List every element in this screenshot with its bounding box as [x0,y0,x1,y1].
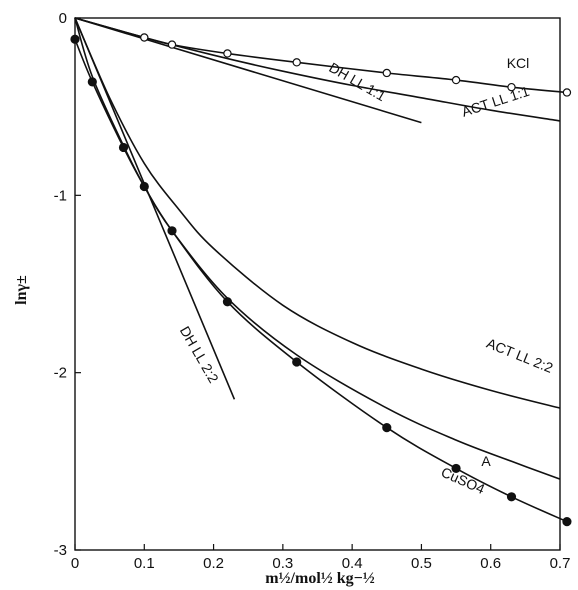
marker-cuso4-2 [118,142,129,153]
marker-kcl-6 [507,82,516,92]
curve-dh-ll-1-1 [74,17,422,124]
curve-act-ll-2-2 [74,17,561,409]
marker-cuso4-8 [451,463,461,474]
marker-kcl-0 [140,33,149,42]
label-act-ll-22: ACT LL 2:2 [484,335,555,376]
marker-cuso4-3 [139,181,149,192]
marker-cuso4-10 [562,517,572,527]
label-a: A [481,453,491,469]
label-act-ll-11: ACT LL 1:1 [460,83,532,120]
x-tick-label-5: 0.5 [411,555,432,572]
axis-ticks [74,17,561,551]
marker-cuso4-6 [292,357,302,367]
curve-cuso4 [74,38,568,523]
marker-cuso4-1 [87,77,97,87]
curve-dh-ll-2-2 [74,17,236,400]
x-tick-label-3: 0.3 [272,555,293,572]
marker-kcl-1 [167,40,177,49]
marker-kcl-2 [223,49,232,58]
label-kcl: KCl [507,55,530,71]
plot-border [74,17,561,551]
x-axis-title: m½/mol½ kg−½ [265,570,375,587]
marker-kcl-7 [562,88,572,97]
y-tick-label-2: -2 [54,365,67,382]
x-tick-label-0: 0 [71,555,79,572]
data-markers [70,33,572,527]
marker-cuso4-5 [222,297,233,307]
x-tick-label-4: 0.4 [342,555,363,572]
curve-kcl [74,17,567,94]
y-tick-label-0: 0 [59,10,67,27]
marker-kcl-5 [451,75,461,85]
y-axis-title: lnγ± [13,275,30,305]
marker-cuso4-9 [506,492,517,502]
marker-kcl-4 [382,68,391,78]
plot-frame [74,17,561,551]
label-cuso4: CuSO4 [439,464,488,497]
axis-tick-labels: 0 0.1 0.2 0.3 0.4 0.5 0.6 0.7 0 -1 -2 -3 [54,10,571,572]
curve-act-ll-1-1 [74,17,561,122]
marker-cuso4-7 [382,423,392,433]
curve-a [74,17,561,480]
x-tick-label-1: 0.1 [134,555,155,572]
marker-cuso4-4 [167,226,177,236]
x-tick-label-7: 0.7 [550,555,571,572]
y-tick-label-1: -1 [54,187,67,204]
marker-kcl-3 [292,58,301,67]
y-tick-label-3: -3 [54,542,67,559]
x-tick-label-2: 0.2 [203,555,224,572]
marker-cuso4-0 [70,34,80,44]
x-tick-label-6: 0.6 [480,555,501,572]
